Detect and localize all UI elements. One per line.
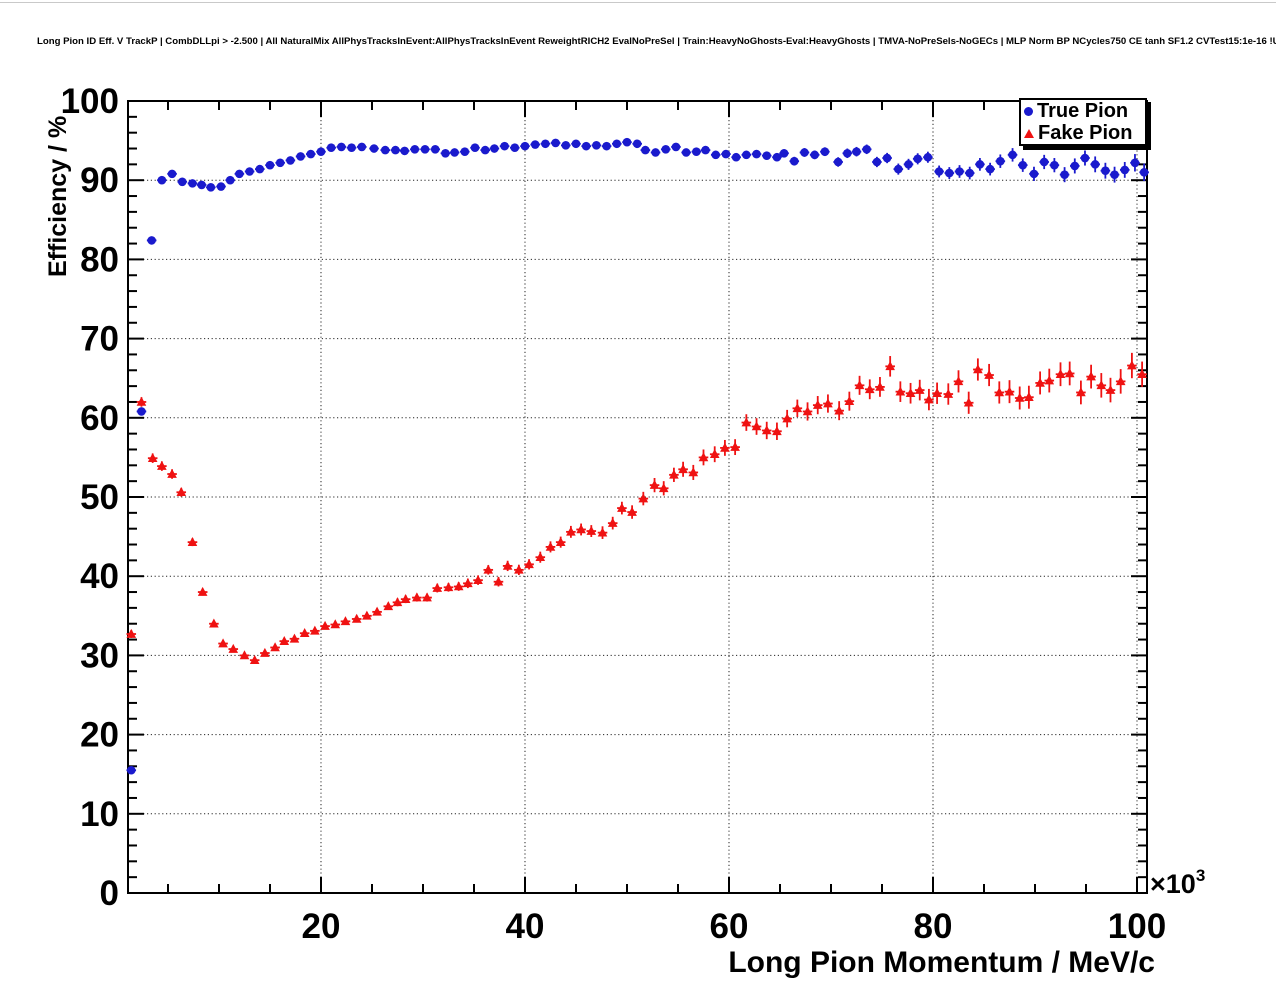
legend-item-true-pion: True Pion xyxy=(1021,100,1145,122)
legend: True Pion Fake Pion xyxy=(1019,98,1147,146)
svg-text:90: 90 xyxy=(80,161,119,200)
svg-text:60: 60 xyxy=(80,399,119,438)
svg-text:20: 20 xyxy=(80,716,119,755)
svg-text:50: 50 xyxy=(80,478,119,517)
x-axis-multiplier: ×103 xyxy=(1150,866,1206,900)
x-axis-multiplier-exponent: 3 xyxy=(1195,866,1206,885)
svg-text:60: 60 xyxy=(710,907,749,946)
y-axis-title: Efficiency / % xyxy=(44,115,72,277)
x-axis-multiplier-base: ×10 xyxy=(1150,869,1196,899)
svg-text:0: 0 xyxy=(100,874,119,913)
svg-text:80: 80 xyxy=(914,907,953,946)
canvas-edge-line xyxy=(0,2,1276,3)
svg-text:10: 10 xyxy=(80,795,119,834)
svg-text:80: 80 xyxy=(80,240,119,279)
svg-text:40: 40 xyxy=(506,907,545,946)
legend-label-true-pion: True Pion xyxy=(1037,100,1129,122)
svg-text:100: 100 xyxy=(1108,907,1166,946)
svg-text:20: 20 xyxy=(302,907,341,946)
svg-text:30: 30 xyxy=(80,636,119,675)
true-pion-marker-icon xyxy=(1024,106,1033,116)
svg-text:100: 100 xyxy=(61,82,119,121)
x-axis-title: Long Pion Momentum / MeV/c xyxy=(728,946,1155,979)
svg-text:40: 40 xyxy=(80,557,119,596)
svg-text:70: 70 xyxy=(80,320,119,359)
plot-title: Long Pion ID Eff. V TrackP | CombDLLpi >… xyxy=(37,36,1276,47)
legend-item-fake-pion: Fake Pion xyxy=(1021,122,1145,144)
legend-label-fake-pion: Fake Pion xyxy=(1038,122,1133,144)
fake-pion-marker-icon xyxy=(1024,128,1034,138)
